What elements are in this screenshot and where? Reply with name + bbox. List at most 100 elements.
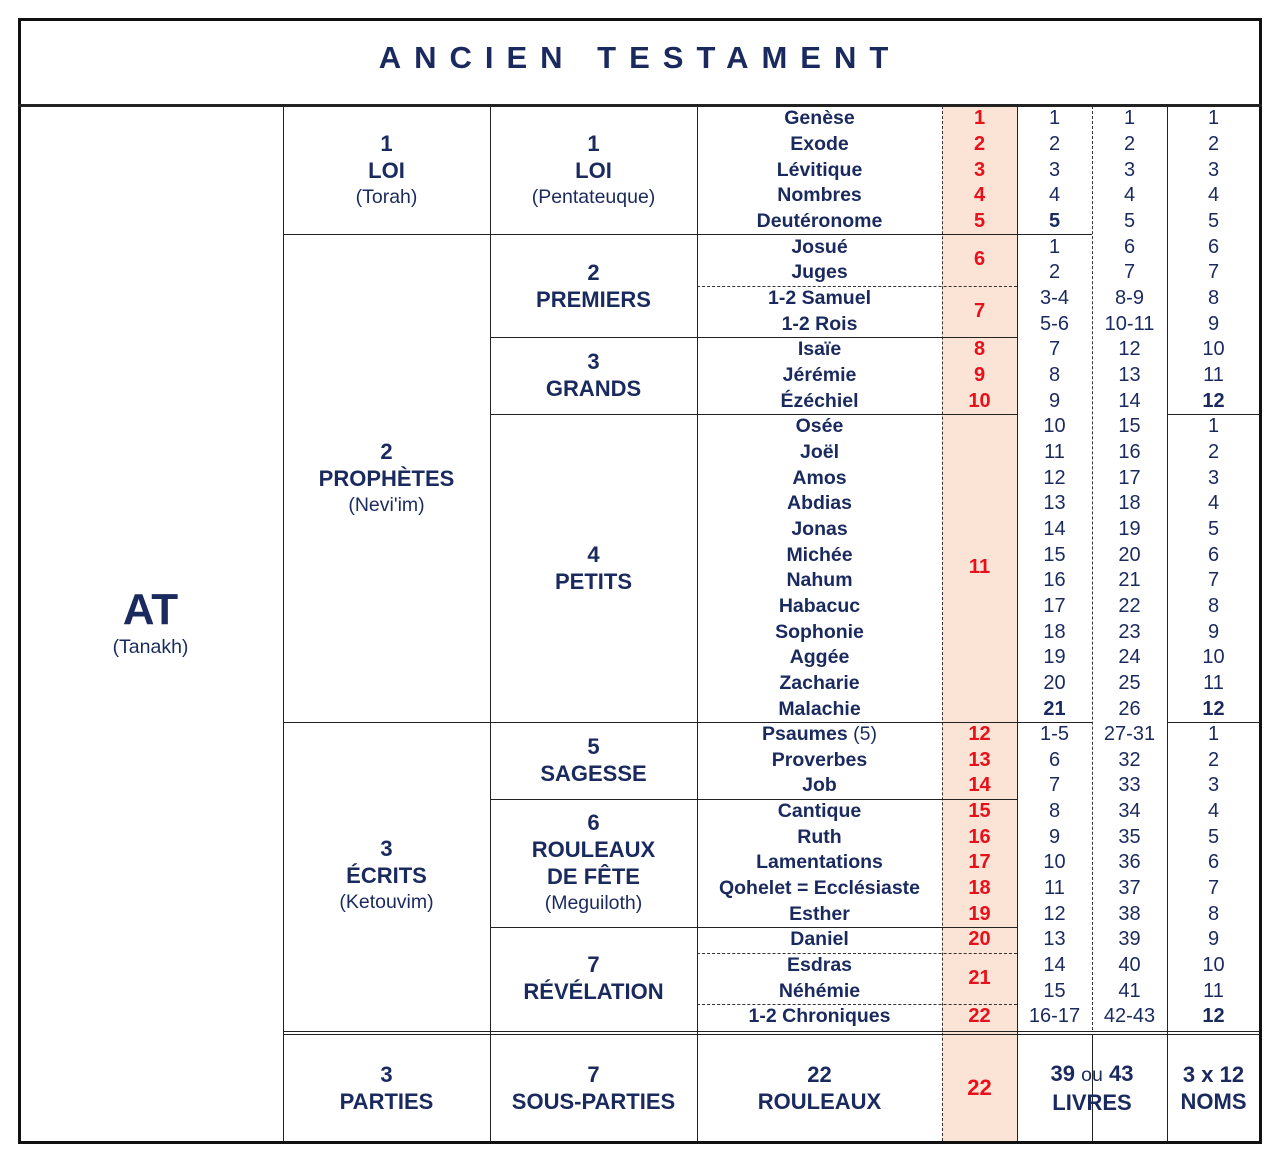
book-title: Ruth: [797, 825, 842, 848]
book-number-in-part: 13: [1043, 928, 1066, 951]
book-title: Josué: [791, 235, 848, 258]
part-label: 1 LOI (Torah): [283, 106, 490, 234]
footer-parts: 3 PARTIES: [283, 1034, 490, 1141]
footer-names: 3 x 12 NOMS: [1167, 1034, 1260, 1141]
book-name: Ruth: [697, 824, 942, 850]
book-title: Ézéchiel: [780, 389, 859, 412]
book-number-in-part: 14: [1043, 954, 1066, 977]
book-name: Esdras: [697, 953, 942, 979]
book-name: Abdias: [697, 491, 942, 517]
book-number-in-part: 11: [1044, 440, 1065, 463]
book-title: Malachie: [778, 697, 861, 720]
book-number-in-part: 20: [1043, 671, 1066, 694]
footer-scrolls-label: ROULEAUX: [757, 1088, 882, 1114]
book-title: Osée: [795, 415, 844, 438]
book-name: Psaumes (5): [697, 722, 942, 748]
book-title: Psaumes: [762, 723, 848, 746]
book-number-in-part: 11: [1044, 877, 1065, 900]
book-title: Job: [802, 774, 837, 797]
book-number-in-part: 10: [1043, 851, 1066, 874]
book-name: Néhémie: [697, 978, 942, 1004]
book-number-total: 15: [1118, 415, 1141, 438]
scroll-number: 7: [973, 299, 986, 322]
subpart-number: 5: [587, 734, 600, 760]
name-number: 6: [1207, 851, 1220, 874]
book-number-in-part: 5: [1048, 209, 1061, 232]
name-number: 6: [1207, 543, 1220, 566]
row-divider: [283, 1033, 1260, 1035]
book-title: Jonas: [791, 517, 848, 540]
name-number: 8: [1207, 902, 1220, 925]
row-divider: [490, 234, 1017, 236]
book-number-in-part: 5-6: [1040, 312, 1069, 335]
scroll-number: 22: [968, 1005, 991, 1028]
book-title: Qohelet = Ecclésiaste: [718, 877, 921, 900]
footer-books-a: 39: [1050, 1060, 1076, 1086]
book-name: Genèse: [697, 106, 942, 132]
book-title: Abdias: [786, 492, 852, 515]
name-number: 9: [1207, 620, 1220, 643]
scroll-number: 12: [968, 723, 991, 746]
book-number-in-part: 18: [1043, 620, 1066, 643]
column-divider: [1017, 106, 1018, 1141]
footer-subparts-number: 7: [587, 1061, 600, 1087]
book-number-total: 24: [1118, 646, 1141, 669]
footer-books-or: ou: [1081, 1063, 1103, 1086]
book-title: Sophonie: [775, 620, 864, 643]
subpart-name: PETITS: [554, 568, 632, 594]
subpart-number: 7: [587, 952, 600, 978]
subpart-name: DE FÊTE: [547, 863, 640, 889]
subpart-subtitle: (Pentateuque): [531, 185, 656, 208]
book-number-in-part: 3: [1048, 158, 1061, 181]
book-number-total: 17: [1118, 466, 1141, 489]
book-name: Proverbes: [697, 748, 942, 774]
subpart-number: 3: [587, 349, 600, 375]
book-number-in-part: 21: [1043, 697, 1066, 720]
book-name: 1-2 Chroniques: [697, 1004, 942, 1030]
book-title: Deutéronome: [756, 209, 883, 232]
column-divider: [1092, 1034, 1093, 1141]
book-name: Qohelet = Ecclésiaste: [697, 876, 942, 902]
book-number-total: 2: [1123, 132, 1136, 155]
book-name: Amos: [697, 465, 942, 491]
name-number: 10: [1202, 646, 1225, 669]
scroll-column-background: [942, 106, 1017, 1141]
book-name: Cantique: [697, 799, 942, 825]
book-title: Isaïe: [797, 338, 842, 361]
scroll-number: 4: [973, 184, 986, 207]
name-number: 7: [1207, 569, 1220, 592]
book-title: Cantique: [777, 800, 862, 823]
book-title: Juges: [791, 261, 848, 284]
column-divider: [283, 106, 284, 1141]
book-number-in-part: 16-17: [1028, 1005, 1081, 1028]
book-number-total: 23: [1118, 620, 1141, 643]
name-number: 3: [1207, 774, 1220, 797]
book-title: 1-2 Samuel: [768, 286, 871, 309]
footer-names-label: NOMS: [1180, 1088, 1247, 1114]
book-number-total: 7: [1123, 261, 1136, 284]
part-subtitle: (Nevi'im): [348, 493, 425, 516]
book-number-total: 41: [1118, 979, 1141, 1002]
book-name: Nahum: [697, 568, 942, 594]
footer-books-b: 43: [1108, 1060, 1134, 1086]
book-number-total: 12: [1118, 338, 1141, 361]
scroll-number: 11: [968, 556, 991, 579]
root-subtitle: (Tanakh): [112, 636, 189, 658]
part-label: 2 PROPHÈTES (Nevi'im): [283, 234, 490, 722]
book-number-total: 22: [1118, 594, 1141, 617]
book-title: Proverbes: [771, 748, 868, 771]
row-divider: [283, 721, 490, 723]
book-name: Ézéchiel: [697, 388, 942, 414]
name-number: 11: [1203, 979, 1224, 1002]
scroll-number: 18: [968, 877, 991, 900]
book-number-total: 14: [1118, 389, 1141, 412]
book-number-in-part: 12: [1043, 902, 1066, 925]
book-title: Esther: [789, 902, 850, 925]
row-divider: [490, 413, 1017, 415]
column-divider-dashed: [942, 106, 943, 1141]
name-number: 10: [1202, 338, 1225, 361]
book-name: Josué: [697, 234, 942, 260]
book-number-in-part: 16: [1043, 569, 1066, 592]
name-number: 5: [1207, 209, 1220, 232]
book-number-in-part: 19: [1043, 646, 1066, 669]
